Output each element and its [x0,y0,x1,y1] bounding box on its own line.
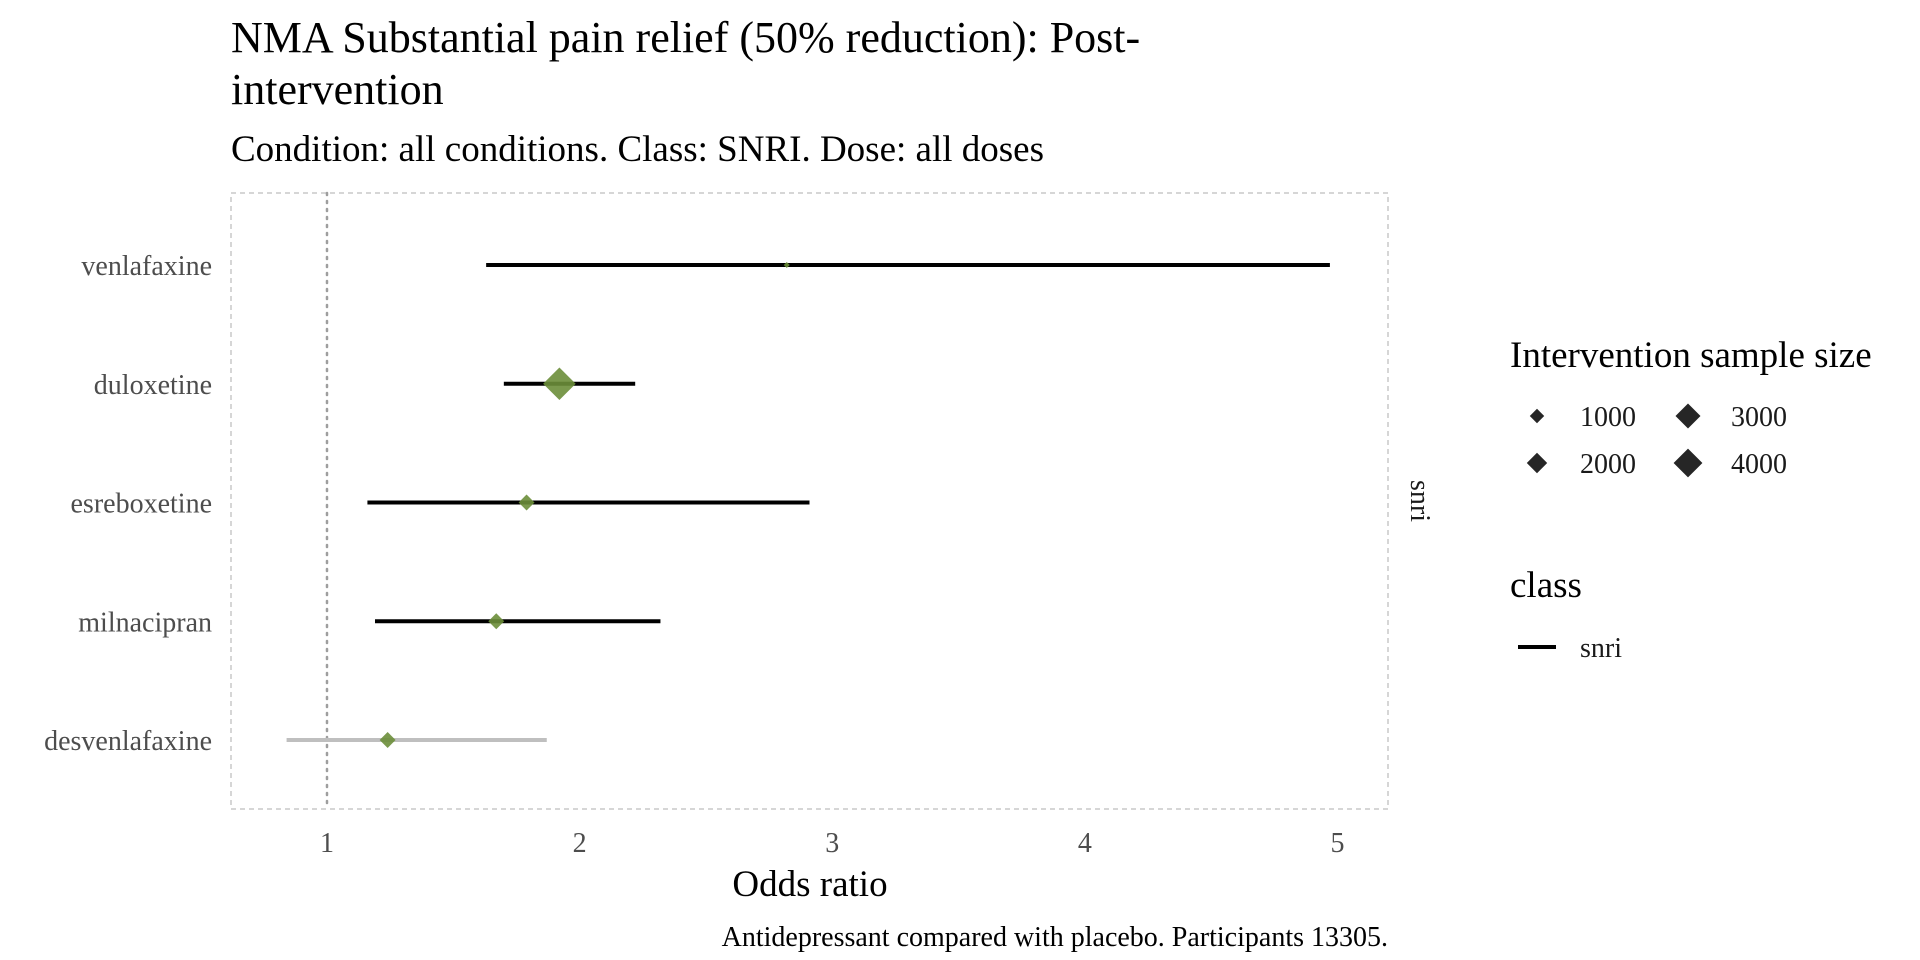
y-tick-label-venlafaxine: venlafaxine [81,251,212,282]
legend-class-label-snri: snri [1580,633,1622,664]
legend-size-label-2000: 2000 [1580,449,1636,480]
y-tick-label-duloxetine: duloxetine [94,370,212,401]
legend-size-key-3000 [1675,403,1701,429]
y-axis-tick-labels: venlafaxine duloxetine esreboxetine milnaci… [44,251,212,757]
x-tick-label-4: 4 [1078,828,1092,859]
facet-strip-label: snri [1404,480,1435,522]
x-tick-label-1: 1 [320,828,334,859]
legend-class: class snri [1510,565,1622,664]
legend-size-key-1000 [1529,408,1545,424]
confidence-intervals [286,263,1330,742]
legend-sample-size-title: Intervention sample size [1510,335,1872,376]
legend-size-key-2000 [1526,452,1548,474]
x-tick-label-3: 3 [825,828,839,859]
legend-sample-size-entries: 1000 3000 2000 4000 [1526,402,1787,480]
chart-subtitle: Condition: all conditions. Class: SNRI. … [231,129,1044,170]
point-estimate-venlafaxine [783,262,790,268]
legend-class-entries: snri [1518,633,1622,664]
x-axis-tick-labels: 1 2 3 4 5 [320,828,1344,859]
x-tick-label-2: 2 [573,828,587,859]
point-estimate-duloxetine [543,367,576,401]
x-tick-label-5: 5 [1330,828,1344,859]
chart-title-line-1: NMA Substantial pain relief (50% reducti… [231,13,1140,62]
y-tick-label-milnacipran: milnacipran [78,607,212,638]
y-tick-label-desvenlafaxine: desvenlafaxine [44,726,212,757]
point-estimate-milnacipran [488,613,505,630]
point-estimate-desvenlafaxine [379,732,396,748]
legend-class-title: class [1510,565,1582,606]
chart-title-line-2: intervention [231,65,444,114]
point-estimate-esreboxetine [518,494,535,511]
point-estimates [379,262,790,748]
legend-size-label-1000: 1000 [1580,402,1636,433]
plot-panel-border [230,192,1389,810]
y-tick-label-esreboxetine: esreboxetine [71,489,213,520]
legend-size-label-3000: 3000 [1731,402,1787,433]
x-axis-title: Odds ratio [732,864,887,905]
chart-caption: Antidepressant compared with placebo. Pa… [722,922,1388,953]
legend-size-key-4000 [1673,448,1703,478]
legend-size-label-4000: 4000 [1731,449,1787,480]
legend-sample-size: Intervention sample size 1000 3000 2000 400… [1510,335,1872,480]
